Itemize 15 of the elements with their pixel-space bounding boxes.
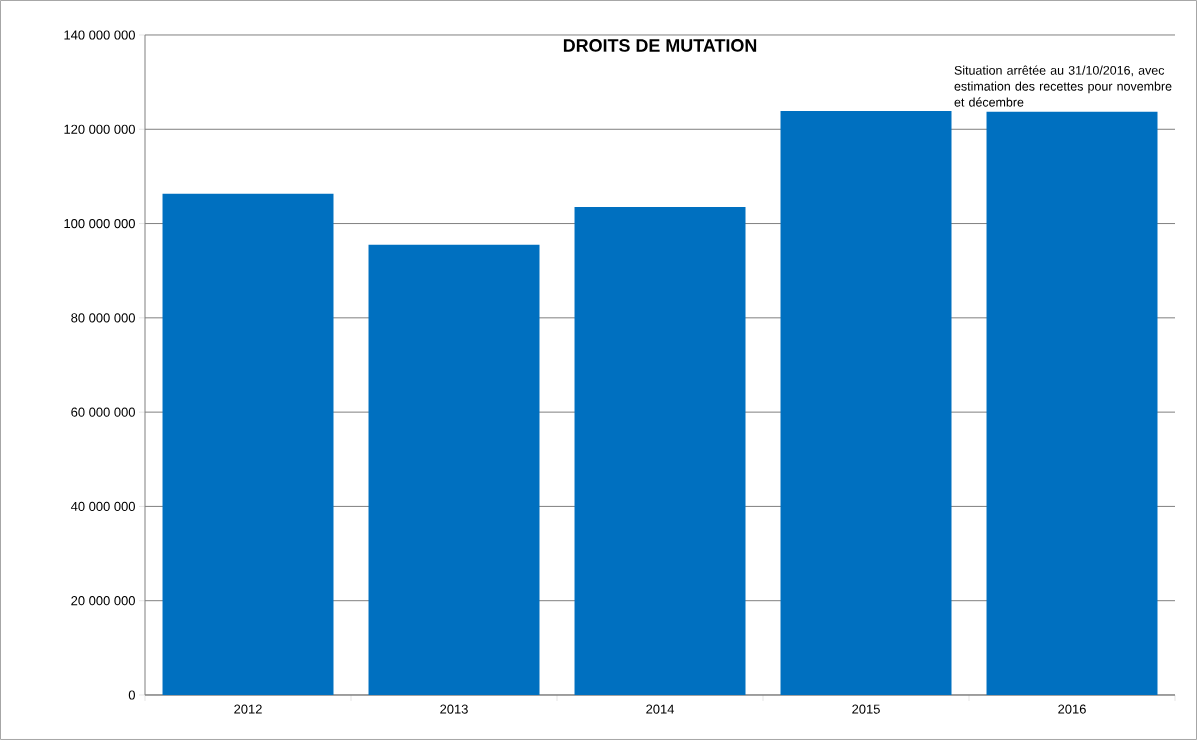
y-tick-label: 20 000 000 bbox=[71, 596, 135, 606]
y-tick-label: 60 000 000 bbox=[71, 407, 135, 417]
y-tick-label: 0 bbox=[128, 690, 135, 700]
y-tick-label: 120 000 000 bbox=[64, 124, 135, 134]
y-tick-label: 80 000 000 bbox=[71, 313, 135, 323]
x-tick-label: 2014 bbox=[646, 704, 675, 714]
y-tick-label: 100 000 000 bbox=[64, 218, 135, 229]
x-tick-label: 2015 bbox=[852, 704, 880, 714]
x-tick-label: 2016 bbox=[1058, 704, 1086, 714]
annotation: Situation arrêtée au 31/10/2016, avec estimation des recettes pour novembre et décembre bbox=[954, 65, 1172, 107]
y-tick-label: 40 000 000 bbox=[70, 501, 135, 511]
x-tick-label: 2012 bbox=[234, 704, 262, 714]
y-tick-label: 140 000 000 bbox=[64, 30, 135, 40]
chart-title: DROITS DE MUTATION bbox=[563, 39, 757, 52]
x-tick-label: 2013 bbox=[440, 704, 468, 714]
